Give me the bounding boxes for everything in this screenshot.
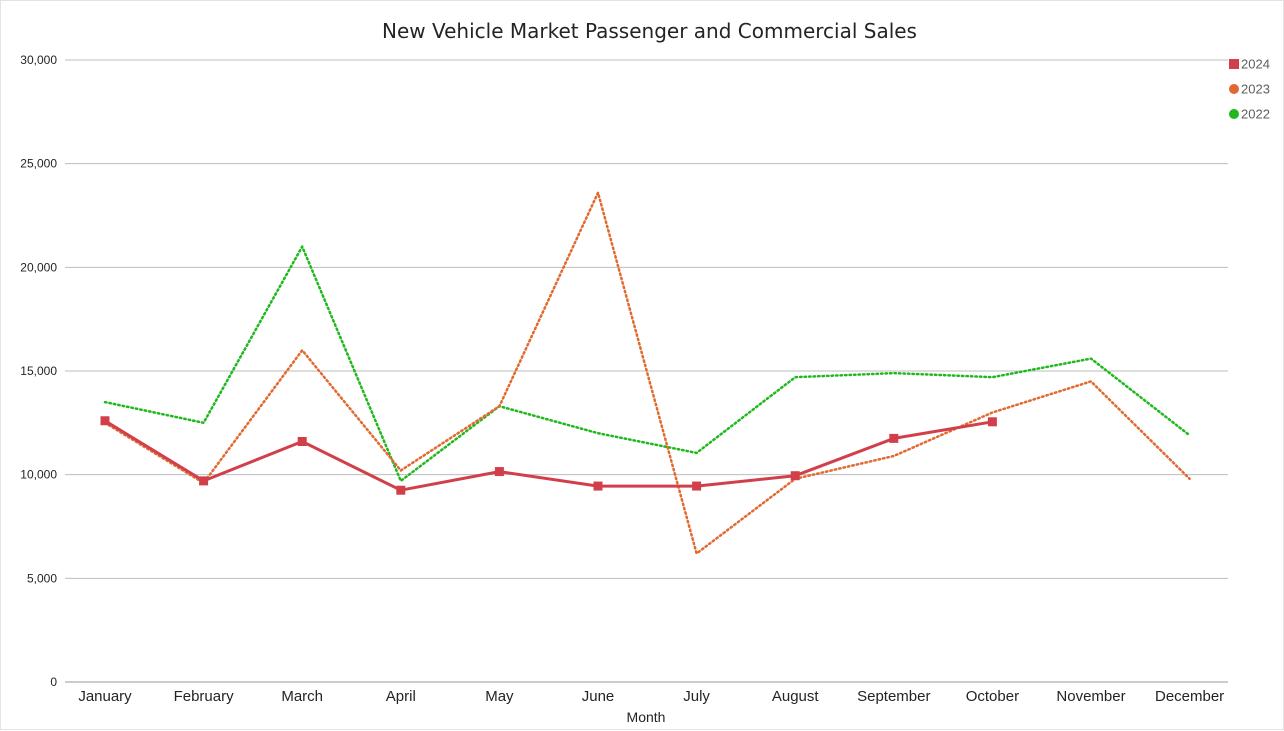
- gridlines: [65, 59, 1228, 683]
- data-point: [889, 433, 899, 443]
- series-2023: [103, 191, 1191, 555]
- legend-marker: [1229, 59, 1239, 69]
- data-point: [494, 467, 504, 477]
- y-tick-label: 5,000: [27, 571, 57, 585]
- y-tick-label: 15,000: [20, 364, 57, 378]
- x-axis-label: Month: [627, 709, 666, 725]
- chart-title: New Vehicle Market Passenger and Commerc…: [382, 19, 917, 43]
- data-point: [199, 476, 209, 486]
- x-tick-label: February: [174, 688, 235, 705]
- data-point: [396, 485, 406, 495]
- data-point: [593, 481, 603, 491]
- y-tick-label: 25,000: [20, 157, 57, 171]
- data-point: [297, 436, 307, 446]
- series-2024: [100, 416, 997, 495]
- data-point: [790, 471, 800, 481]
- legend-label: 2022: [1241, 107, 1270, 122]
- x-tick-label: October: [966, 688, 1019, 705]
- series-2022: [103, 245, 1191, 483]
- legend-label: 2024: [1241, 57, 1270, 72]
- data-point: [100, 416, 110, 426]
- x-axis-ticks: January February March April May June July Augu…: [78, 688, 1224, 705]
- x-tick-label: March: [281, 688, 323, 705]
- data-point: [987, 417, 997, 427]
- data-point: [692, 481, 702, 491]
- x-tick-label: December: [1155, 688, 1224, 705]
- y-tick-label: 10,000: [20, 468, 57, 482]
- series-line-2024: [104, 419, 993, 492]
- legend-marker: [1229, 84, 1239, 94]
- legend[interactable]: 2024 2023 2022: [1229, 57, 1270, 122]
- y-axis-ticks: 0 5,000 10,000 15,000 20,000 25,000 30,000: [20, 53, 57, 689]
- y-tick-label: 20,000: [20, 260, 57, 274]
- y-tick-label: 30,000: [20, 53, 57, 67]
- series-line-2023: [103, 191, 1191, 555]
- legend-item-2022[interactable]: 2022: [1229, 107, 1270, 122]
- series-layer: [100, 191, 1191, 555]
- x-tick-label: September: [857, 688, 930, 705]
- x-tick-label: June: [582, 688, 615, 705]
- x-tick-label: January: [78, 688, 132, 705]
- y-tick-label: 0: [50, 675, 57, 689]
- legend-item-2023[interactable]: 2023: [1229, 82, 1270, 97]
- x-tick-label: May: [485, 688, 514, 705]
- series-line-2022: [103, 245, 1191, 483]
- legend-item-2024[interactable]: 2024: [1229, 57, 1270, 72]
- legend-marker: [1229, 109, 1239, 119]
- x-tick-label: August: [772, 688, 820, 705]
- legend-label: 2023: [1241, 82, 1270, 97]
- x-tick-label: April: [386, 688, 416, 705]
- x-tick-label: November: [1056, 688, 1125, 705]
- x-tick-label: July: [683, 688, 710, 705]
